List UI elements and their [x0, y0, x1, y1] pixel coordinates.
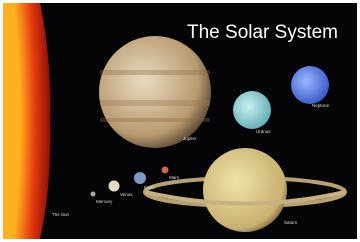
label: Jupiter	[183, 136, 197, 141]
uranus	[233, 91, 271, 129]
poster: The Solar System The Sun Mercury Venus E…	[0, 0, 360, 242]
label: Venus	[120, 192, 133, 197]
mars	[162, 167, 169, 174]
page: {"title": "The Solar System", "labels": …	[0, 0, 360, 242]
label: Mercury	[96, 199, 113, 204]
label: Neptune	[312, 103, 330, 108]
label: Saturn	[284, 220, 298, 225]
label: Mars	[169, 175, 180, 180]
saturn	[203, 148, 287, 232]
label: Uranus	[256, 129, 271, 134]
mercury	[91, 192, 96, 197]
neptune	[291, 66, 329, 104]
label: Earth	[144, 185, 155, 190]
label: The Sun	[52, 212, 70, 217]
venus	[109, 181, 120, 192]
earth	[134, 172, 146, 184]
jupiter	[99, 36, 211, 148]
sun	[3, 3, 50, 239]
title: The Solar System	[187, 22, 338, 43]
